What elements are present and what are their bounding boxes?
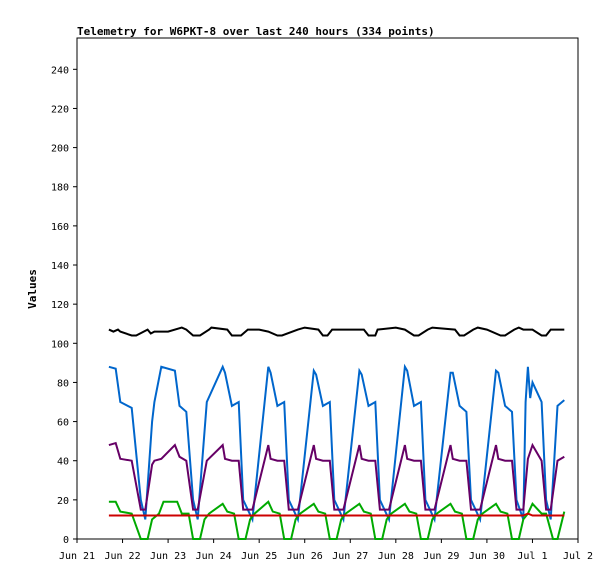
x-tick-label: Jun 27 (332, 551, 368, 562)
series-line-4 (108, 512, 565, 517)
x-tick-label: Jun 21 (59, 551, 95, 562)
y-axis: 0 20 40 60 80 100 120 140 160 180 200 220 240 (51, 65, 77, 546)
series-line-1 (108, 363, 565, 524)
x-tick-label: Jun 28 (378, 551, 414, 562)
y-tick-label: 80 (57, 378, 69, 389)
chart-title: Telemetry for W6PKT-8 over last 240 hour… (77, 25, 435, 38)
y-tick-label: 40 (57, 457, 69, 468)
x-axis: Jun 21 Jun 22 Jun 23 Jun 24 Jun 25 Jun 26 Jun … (59, 539, 593, 562)
x-tick-label: Jun 25 (241, 551, 277, 562)
x-tick-label: Jun 26 (287, 551, 323, 562)
y-tick-label: 20 (57, 496, 69, 507)
data-series (108, 326, 566, 540)
y-tick-label: 120 (51, 300, 69, 311)
x-tick-label: Jul 2 (563, 551, 593, 562)
y-tick-label: 100 (51, 339, 69, 350)
y-axis-title: Values (26, 269, 39, 309)
y-tick-label: 60 (57, 418, 69, 429)
y-tick-label: 160 (51, 222, 69, 233)
series-line-0 (108, 326, 565, 337)
series-line-2 (108, 441, 565, 511)
x-tick-label: Jun 29 (423, 551, 459, 562)
plot-frame (76, 37, 579, 540)
y-tick-label: 220 (51, 104, 69, 115)
y-tick-label: 0 (63, 535, 69, 546)
y-tick-label: 200 (51, 144, 69, 155)
y-tick-label: 140 (51, 261, 69, 272)
x-tick-label: Jun 24 (196, 551, 232, 562)
x-tick-label: Jun 30 (469, 551, 505, 562)
y-tick-label: 240 (51, 65, 69, 76)
x-tick-label: Jun 22 (104, 551, 140, 562)
series-line-3 (108, 500, 566, 540)
x-tick-label: Jul 1 (517, 551, 547, 562)
x-tick-label: Jun 23 (150, 551, 186, 562)
y-tick-label: 180 (51, 183, 69, 194)
